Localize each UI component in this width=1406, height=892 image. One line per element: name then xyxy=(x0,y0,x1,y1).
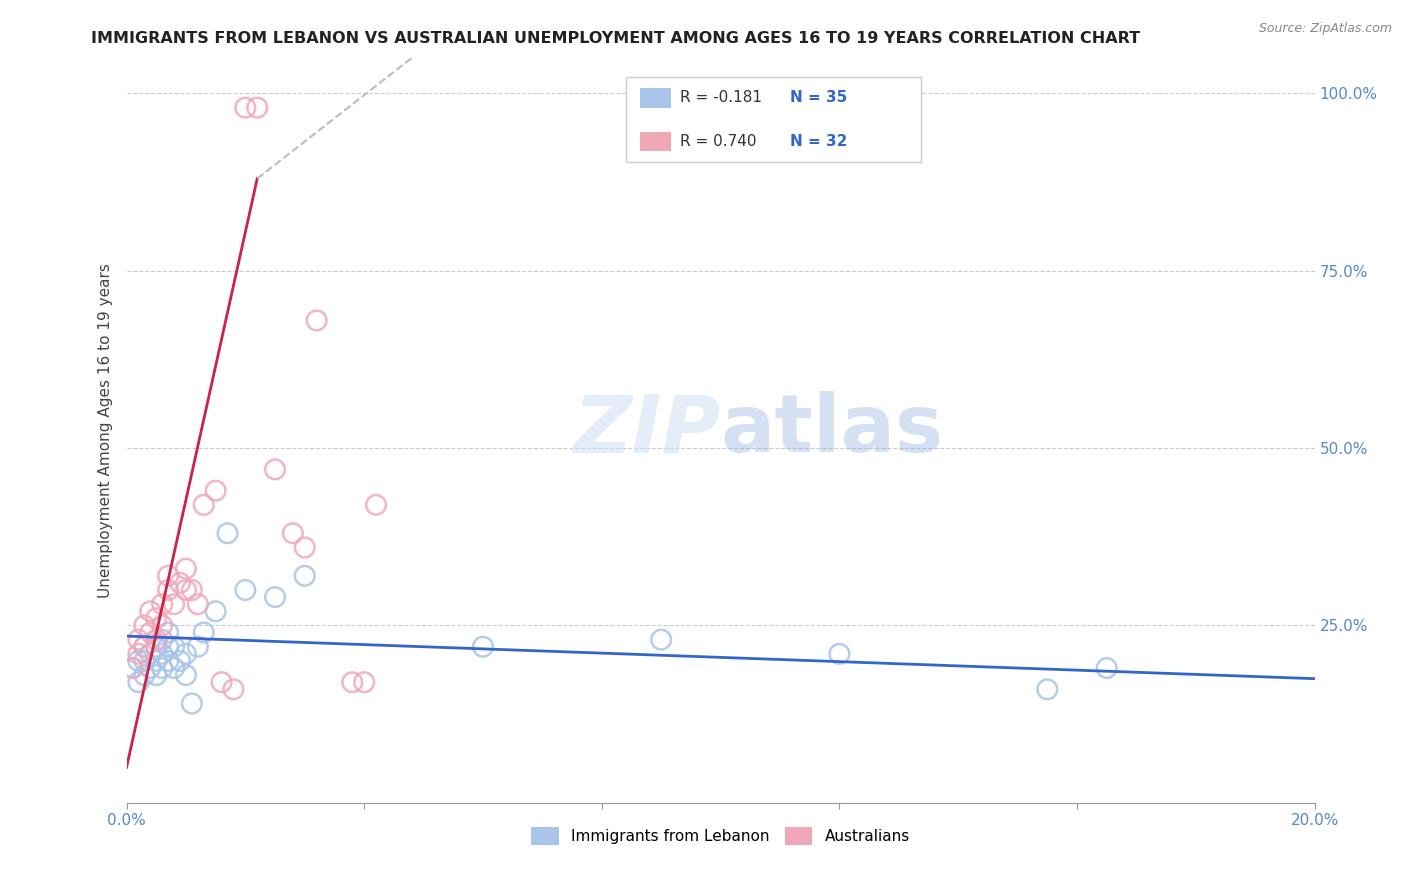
Point xyxy=(828,647,851,661)
Point xyxy=(150,661,173,675)
Y-axis label: Unemployment Among Ages 16 to 19 years: Unemployment Among Ages 16 to 19 years xyxy=(97,263,112,598)
Point xyxy=(281,526,304,541)
Point xyxy=(134,640,156,654)
Point xyxy=(174,668,197,682)
Point xyxy=(204,604,226,618)
Point xyxy=(305,313,328,327)
Text: Source: ZipAtlas.com: Source: ZipAtlas.com xyxy=(1258,22,1392,36)
Point xyxy=(127,675,149,690)
Point xyxy=(294,541,316,555)
Point xyxy=(163,661,186,675)
Point xyxy=(174,582,197,597)
Point xyxy=(222,682,245,697)
Point xyxy=(294,569,316,583)
Point xyxy=(150,632,173,647)
Point xyxy=(472,640,495,654)
Text: R = 0.740: R = 0.740 xyxy=(681,134,756,149)
Point xyxy=(134,654,156,668)
Point xyxy=(217,526,239,541)
Point xyxy=(121,661,143,675)
Point xyxy=(364,498,387,512)
Text: N = 32: N = 32 xyxy=(790,134,848,149)
Point xyxy=(150,618,173,632)
Legend: Immigrants from Lebanon, Australians: Immigrants from Lebanon, Australians xyxy=(526,822,915,851)
Point xyxy=(233,582,257,597)
Point xyxy=(163,640,186,654)
Point xyxy=(127,654,149,668)
Point xyxy=(246,101,269,115)
Point xyxy=(157,582,180,597)
Point xyxy=(139,604,162,618)
Point xyxy=(127,647,149,661)
Point xyxy=(1095,661,1118,675)
Point xyxy=(157,625,180,640)
Point xyxy=(157,654,180,668)
Point xyxy=(127,632,149,647)
Point xyxy=(139,647,162,661)
Point xyxy=(180,582,202,597)
Point xyxy=(193,625,215,640)
Point xyxy=(174,562,197,576)
Point xyxy=(353,675,375,690)
Text: IMMIGRANTS FROM LEBANON VS AUSTRALIAN UNEMPLOYMENT AMONG AGES 16 TO 19 YEARS COR: IMMIGRANTS FROM LEBANON VS AUSTRALIAN UN… xyxy=(91,31,1140,46)
Point xyxy=(163,597,186,611)
Point xyxy=(139,661,162,675)
Point xyxy=(139,625,162,640)
Point xyxy=(342,675,364,690)
Point xyxy=(121,661,143,675)
Point xyxy=(180,697,202,711)
Point xyxy=(169,654,191,668)
Point xyxy=(150,647,173,661)
Point xyxy=(145,654,167,668)
Text: atlas: atlas xyxy=(721,392,943,469)
Point xyxy=(187,640,209,654)
Point xyxy=(134,668,156,682)
Point xyxy=(1036,682,1059,697)
Point xyxy=(157,640,180,654)
Point xyxy=(145,640,167,654)
Point xyxy=(145,632,167,647)
Point xyxy=(134,640,156,654)
Point xyxy=(157,569,180,583)
Text: N = 35: N = 35 xyxy=(790,90,848,105)
Text: R = -0.181: R = -0.181 xyxy=(681,90,762,105)
Text: ZIP: ZIP xyxy=(574,392,721,469)
Point xyxy=(264,590,287,604)
Point xyxy=(145,611,167,625)
Point xyxy=(134,618,156,632)
Point xyxy=(204,483,226,498)
Point xyxy=(150,597,173,611)
Point xyxy=(233,101,257,115)
Point xyxy=(187,597,209,611)
Point xyxy=(264,462,287,476)
Point xyxy=(211,675,233,690)
Point xyxy=(650,632,672,647)
Point xyxy=(169,575,191,590)
Point xyxy=(145,668,167,682)
Point xyxy=(193,498,215,512)
Point xyxy=(174,647,197,661)
